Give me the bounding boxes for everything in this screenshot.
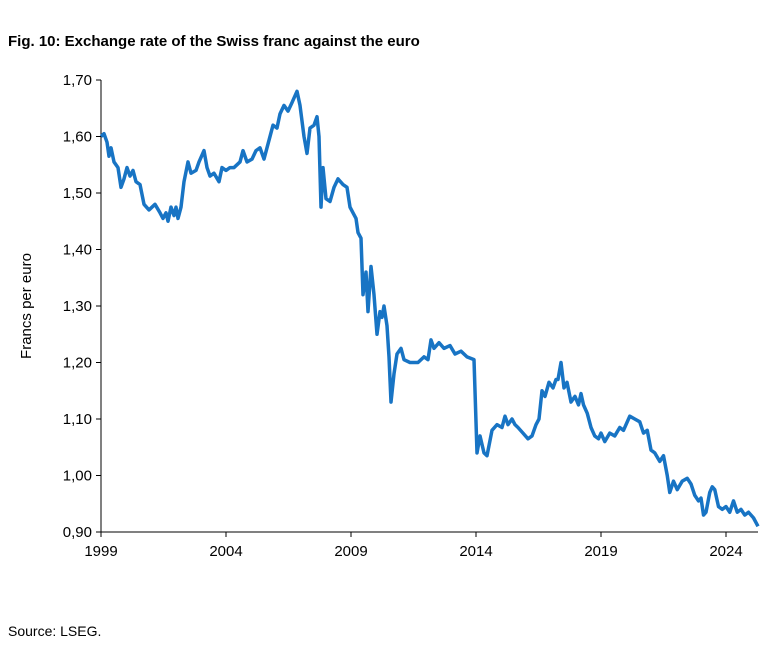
x-tick-label: 2019 — [584, 543, 617, 560]
x-tick-label: 2024 — [709, 543, 742, 560]
x-tick-label: 2004 — [209, 543, 242, 560]
y-tick-label: 1,00 — [63, 468, 92, 485]
y-tick-label: 1,20 — [63, 355, 92, 372]
y-tick-label: 1,70 — [63, 72, 92, 89]
y-tick-label: 1,40 — [63, 242, 92, 259]
y-tick-label: 1,60 — [63, 129, 92, 146]
x-tick-label: 2014 — [459, 543, 492, 560]
x-tick-label: 1999 — [84, 543, 117, 560]
data-line — [99, 89, 760, 528]
y-tick-label: 1,50 — [63, 185, 92, 202]
source-note: Source: LSEG. — [8, 623, 101, 639]
chart-title: Fig. 10: Exchange rate of the Swiss fran… — [8, 33, 420, 50]
y-tick-label: 0,90 — [63, 524, 92, 541]
y-tick-label: 1,10 — [63, 411, 92, 428]
y-axis-label: Francs per euro — [18, 253, 35, 359]
y-tick-label: 1,30 — [63, 298, 92, 315]
x-tick-label: 2009 — [334, 543, 367, 560]
